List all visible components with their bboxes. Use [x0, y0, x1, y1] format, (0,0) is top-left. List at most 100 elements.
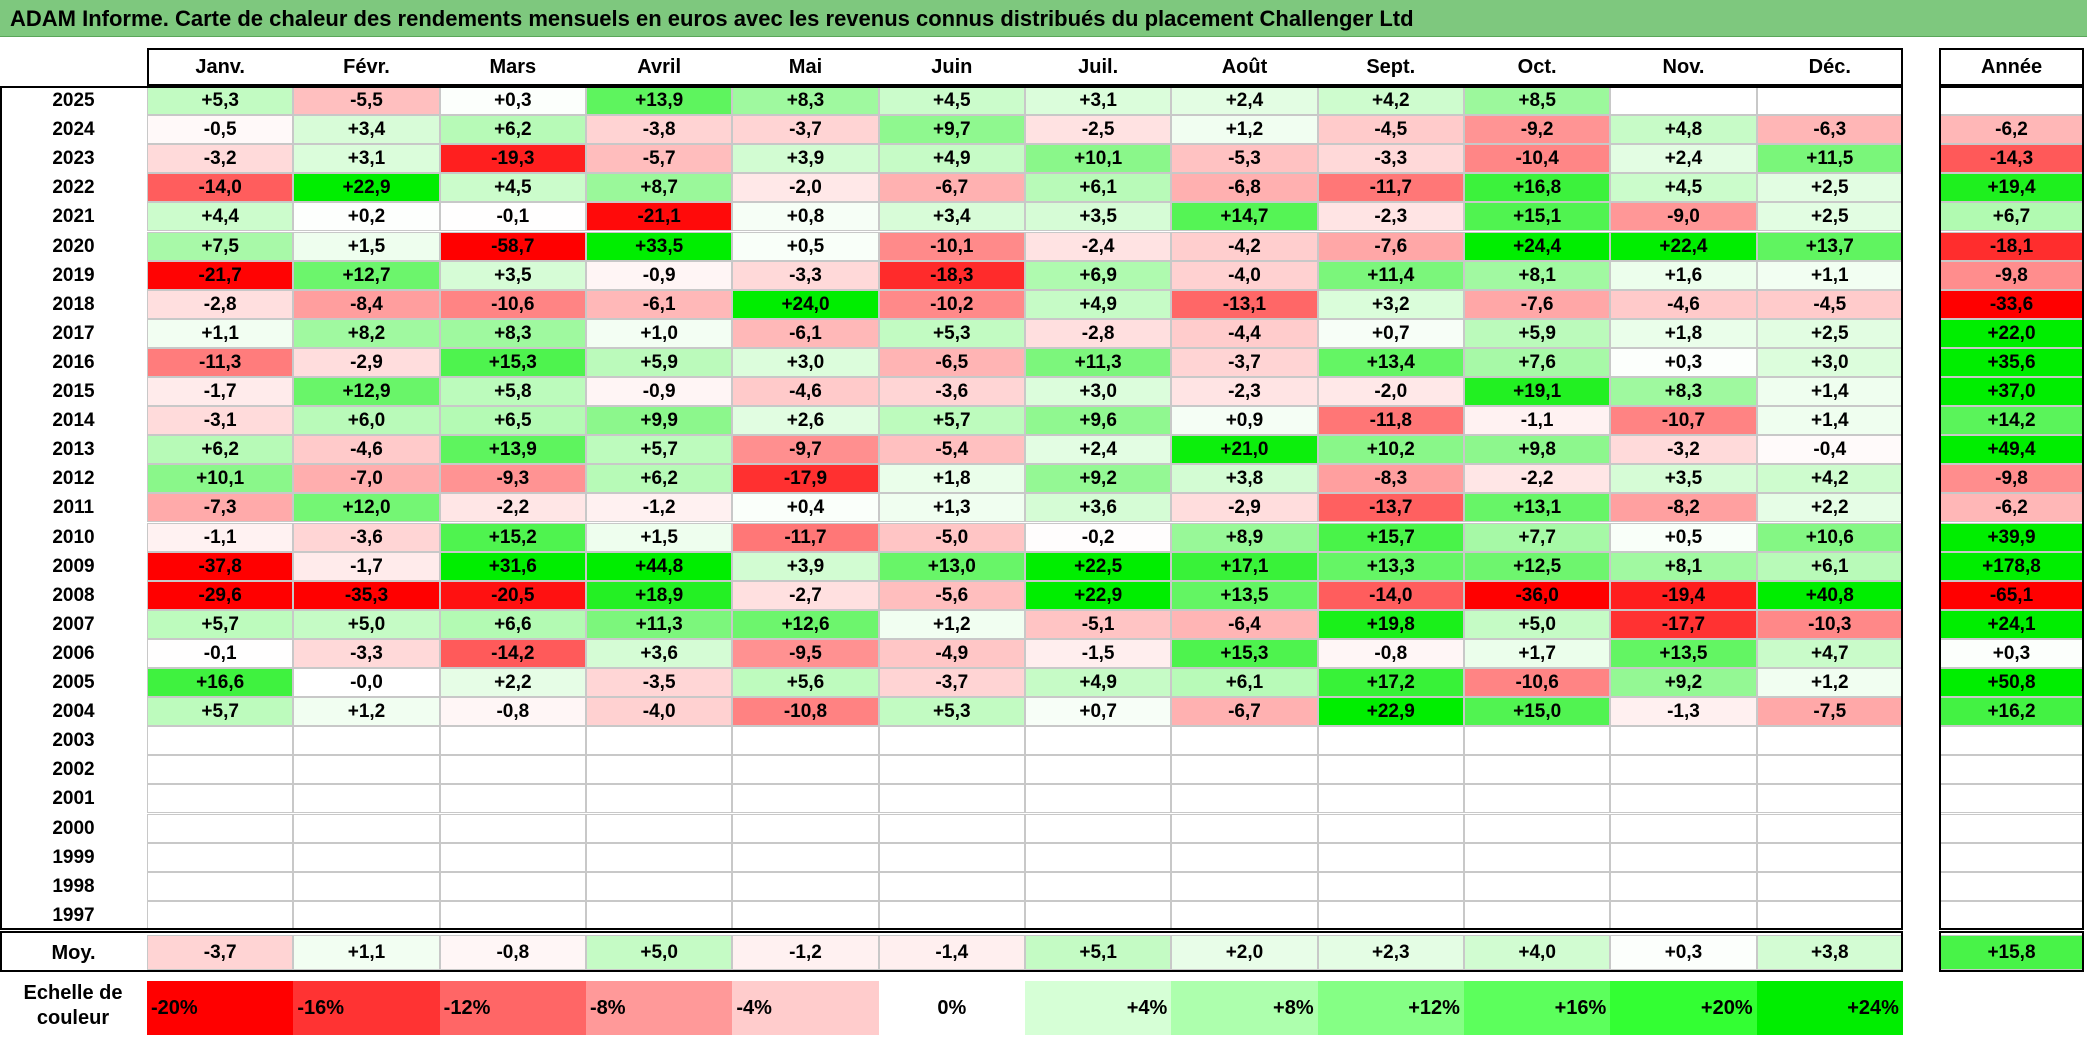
heatmap-cell: +8,3 — [1610, 377, 1757, 407]
heatmap-cell: +3,0 — [732, 347, 879, 377]
color-scale-step: +4% — [1024, 981, 1172, 1035]
heatmap-cell — [1756, 726, 1903, 756]
heatmap-cell: -5,1 — [1024, 609, 1172, 639]
heatmap-cell: +5,3 — [147, 86, 294, 116]
heatmap-cell: -14,2 — [439, 638, 586, 668]
heatmap-cell — [1317, 813, 1464, 843]
heatmap-cell: +6,5 — [439, 406, 586, 436]
heatmap-cell: -2,3 — [1317, 202, 1464, 232]
month-header: Mars — [489, 55, 537, 78]
row-year-label: 2003 — [52, 730, 95, 752]
heatmap-cell — [878, 871, 1025, 901]
heatmap-cell: +1,2 — [1171, 115, 1318, 145]
color-scale-step: -4% — [732, 981, 879, 1035]
heatmap-cell: +3,9 — [732, 551, 879, 581]
heatmap-cell: +8,1 — [1610, 551, 1757, 581]
color-scale-step: -8% — [585, 981, 733, 1035]
month-header: Oct. — [1517, 55, 1557, 78]
heatmap-cell — [147, 871, 294, 901]
heatmap-cell: +9,2 — [1610, 668, 1757, 698]
heatmap-cell: +5,7 — [585, 435, 733, 465]
heatmap-cell: +1,0 — [585, 318, 733, 348]
heatmap-cell: +2,4 — [1024, 435, 1172, 465]
heatmap-cell: -2,0 — [732, 173, 879, 203]
year-total-cell — [1939, 726, 2084, 756]
heatmap-cell: +10,1 — [1024, 144, 1172, 174]
average-cell: -1,4 — [878, 935, 1025, 970]
color-scale-label-line1: Echelle de — [23, 982, 123, 1004]
heatmap-cell — [1463, 871, 1611, 901]
heatmap-cell — [147, 784, 294, 814]
row-year-label: 2019 — [52, 264, 95, 286]
heatmap-cell: +7,7 — [1463, 522, 1611, 552]
heatmap-cell: +3,6 — [1024, 493, 1172, 523]
heatmap-cell: +17,1 — [1171, 551, 1318, 581]
heatmap-cell: +15,7 — [1317, 522, 1464, 552]
average-cell: +3,8 — [1756, 935, 1903, 970]
heatmap-cell — [1024, 842, 1172, 872]
heatmap-cell: -3,7 — [878, 668, 1025, 698]
heatmap-cell: +8,7 — [585, 173, 733, 203]
heatmap-cell — [1610, 900, 1757, 930]
row-year-label: 2017 — [52, 322, 95, 344]
heatmap-cell: +3,9 — [732, 144, 879, 174]
heatmap-cell: -7,0 — [293, 464, 440, 494]
heatmap-cell — [293, 813, 440, 843]
heatmap-cell: -14,0 — [1317, 580, 1464, 610]
heatmap-cell: +9,2 — [1024, 464, 1172, 494]
heatmap-cell: +12,0 — [293, 493, 440, 523]
row-year-label: 2023 — [52, 148, 95, 170]
heatmap-cell: +2,2 — [439, 668, 586, 698]
heatmap-cell: +22,5 — [1024, 551, 1172, 581]
color-scale-step: +8% — [1171, 981, 1318, 1035]
heatmap-cell: +1,6 — [1610, 260, 1757, 290]
average-cell: +2,0 — [1171, 935, 1318, 970]
heatmap-cell: -3,2 — [147, 144, 294, 174]
heatmap-cell: +10,6 — [1756, 522, 1903, 552]
heatmap-cell: +4,2 — [1317, 86, 1464, 116]
heatmap-cell — [732, 900, 879, 930]
year-total-cell — [1939, 755, 2084, 785]
heatmap-cell: +4,8 — [1610, 115, 1757, 145]
heatmap-cell — [1756, 900, 1903, 930]
heatmap-cell: -6,1 — [732, 318, 879, 348]
row-year-label: 2009 — [52, 555, 95, 577]
heatmap-cell: -2,8 — [147, 289, 294, 319]
heatmap-cell — [439, 900, 586, 930]
heatmap-cell — [1171, 755, 1318, 785]
heatmap-cell: -3,6 — [293, 522, 440, 552]
heatmap-cell: -10,7 — [1610, 406, 1757, 436]
heatmap-cell: -3,7 — [732, 115, 879, 145]
heatmap-cell: -3,3 — [293, 638, 440, 668]
heatmap-cell: +1,4 — [1756, 406, 1903, 436]
heatmap-cell: +8,9 — [1171, 522, 1318, 552]
row-year-label: 2022 — [52, 177, 95, 199]
heatmap-cell: +24,0 — [732, 289, 879, 319]
month-header: Juil. — [1078, 55, 1119, 78]
average-cell: -1,2 — [732, 935, 879, 970]
heatmap-cell: -18,3 — [878, 260, 1025, 290]
heatmap-cell — [1756, 842, 1903, 872]
average-cell: -0,8 — [439, 935, 586, 970]
heatmap-cell: +13,1 — [1463, 493, 1611, 523]
heatmap-cell: +8,5 — [1463, 86, 1611, 116]
heatmap-cell — [878, 813, 1025, 843]
color-scale-step: +12% — [1317, 981, 1464, 1035]
heatmap-cell: -5,4 — [878, 435, 1025, 465]
heatmap-cell: +15,3 — [439, 347, 586, 377]
heatmap-cell: +13,7 — [1756, 231, 1903, 261]
heatmap-cell: +11,5 — [1756, 144, 1903, 174]
heatmap-cell: +2,4 — [1171, 86, 1318, 116]
heatmap-cell: +2,6 — [732, 406, 879, 436]
heatmap-cell: +1,1 — [1756, 260, 1903, 290]
color-scale-step: 0% — [878, 981, 1025, 1035]
heatmap-cell: +7,5 — [147, 231, 294, 261]
heatmap-cell: +15,2 — [439, 522, 586, 552]
heatmap-cell — [1317, 755, 1464, 785]
heatmap-cell — [1171, 813, 1318, 843]
heatmap-cell: +5,3 — [878, 697, 1025, 727]
heatmap-cell: +6,1 — [1756, 551, 1903, 581]
year-total-cell: +49,4 — [1939, 435, 2084, 465]
heatmap-cell: +12,9 — [293, 377, 440, 407]
heatmap-cell: +0,2 — [293, 202, 440, 232]
